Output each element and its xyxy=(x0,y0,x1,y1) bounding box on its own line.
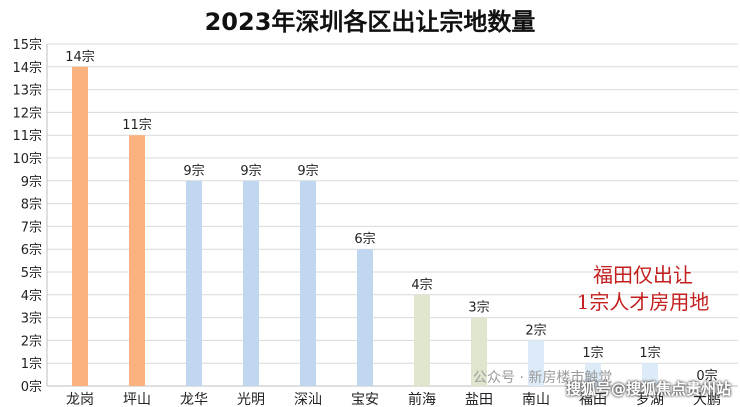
annotation-line-2: 1宗人才房用地 xyxy=(576,290,710,314)
chart-title: 2023年深圳各区出让宗地数量 xyxy=(204,8,536,36)
bar xyxy=(642,363,658,386)
y-tick-label: 12宗 xyxy=(12,105,42,121)
bar xyxy=(528,340,544,386)
x-category-label: 前海 xyxy=(408,391,436,407)
y-tick-label: 0宗 xyxy=(21,379,42,395)
x-category-label: 光明 xyxy=(237,392,265,407)
bar-value-label: 2宗 xyxy=(525,322,546,338)
bar xyxy=(357,249,373,386)
bar xyxy=(129,135,145,386)
bar xyxy=(414,294,430,386)
bar xyxy=(471,317,487,386)
y-tick-label: 7宗 xyxy=(21,219,42,235)
bar xyxy=(186,180,202,386)
y-tick-label: 4宗 xyxy=(21,288,42,304)
x-category-label: 盐田 xyxy=(465,392,493,407)
y-tick-label: 6宗 xyxy=(21,242,42,258)
x-category-label: 龙岗 xyxy=(66,392,94,407)
y-tick-label: 5宗 xyxy=(21,265,42,281)
bar-value-label: 11宗 xyxy=(122,117,152,133)
bar-value-label: 1宗 xyxy=(639,345,660,361)
bar-value-label: 6宗 xyxy=(354,231,375,247)
y-tick-label: 11宗 xyxy=(12,128,42,144)
bar-value-label: 3宗 xyxy=(468,300,489,316)
x-category-label: 坪山 xyxy=(123,392,151,407)
bar-value-label: 9宗 xyxy=(240,163,261,179)
x-category-label: 深汕 xyxy=(294,392,322,407)
x-category-label: 福田 xyxy=(579,392,607,407)
bar-value-label: 9宗 xyxy=(297,163,318,179)
bar-value-label: 9宗 xyxy=(183,163,204,179)
annotation-box: 福田仅出让 1宗人才房用地 xyxy=(548,262,738,316)
y-tick-label: 10宗 xyxy=(12,151,42,167)
bar xyxy=(300,180,316,386)
bar-value-label: 14宗 xyxy=(65,49,95,65)
y-tick-label: 14宗 xyxy=(12,60,42,76)
bar-value-label: 1宗 xyxy=(582,345,603,361)
y-tick-label: 13宗 xyxy=(12,83,42,99)
bar xyxy=(243,180,259,386)
bar xyxy=(72,66,88,387)
annotation-line-1: 福田仅出让 xyxy=(593,263,693,287)
bar-value-label: 0宗 xyxy=(696,368,717,384)
y-tick-label: 9宗 xyxy=(21,174,42,190)
bar-value-label: 4宗 xyxy=(411,277,432,293)
bar xyxy=(585,363,601,386)
y-tick-label: 1宗 xyxy=(21,356,42,372)
y-tick-label: 15宗 xyxy=(12,37,42,53)
y-tick-label: 3宗 xyxy=(21,311,42,327)
y-tick-label: 2宗 xyxy=(21,333,42,349)
y-tick-label: 8宗 xyxy=(21,197,42,213)
x-category-label: 罗湖 xyxy=(636,392,664,407)
watermark-wechat: 公众号 · 新房楼市触觉 xyxy=(473,370,613,386)
x-category-label: 宝安 xyxy=(351,392,379,407)
x-category-label: 龙华 xyxy=(180,392,208,407)
x-category-label: 南山 xyxy=(522,392,550,407)
x-category-label: 大鹏 xyxy=(693,392,721,407)
watermark-sohu: 搜狐号@搜狐焦点贵州站 xyxy=(566,380,732,398)
